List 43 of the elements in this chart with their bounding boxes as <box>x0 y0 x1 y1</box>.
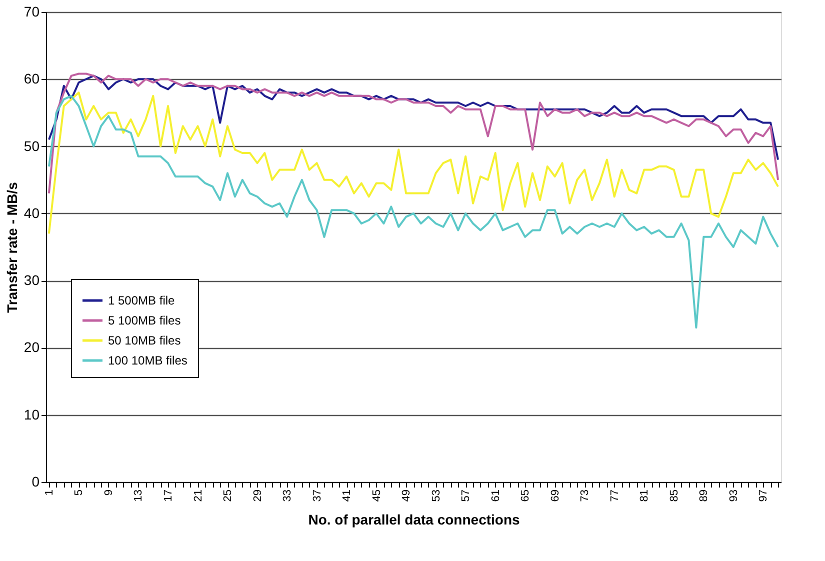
legend-label: 50 10MB files <box>108 334 181 348</box>
y-tick-label: 40 <box>24 204 40 221</box>
legend-label: 1 500MB file <box>108 294 176 308</box>
x-tick-label: 97 <box>758 490 770 502</box>
x-tick-label: 1 <box>43 490 56 496</box>
x-tick-label: 53 <box>430 490 442 502</box>
x-tick-label: 89 <box>698 490 710 502</box>
x-tick-label: 85 <box>668 490 680 502</box>
x-tick-label: 73 <box>579 490 592 502</box>
y-tick-label: 0 <box>32 474 40 490</box>
x-tick-label: 37 <box>311 490 324 502</box>
x-tick-label: 13 <box>132 490 145 502</box>
y-tick-label: 20 <box>24 339 40 356</box>
line-series <box>48 74 780 161</box>
y-tick-label: 60 <box>24 70 40 87</box>
x-tick-label: 93 <box>728 490 740 502</box>
x-tick-label: 25 <box>222 490 234 502</box>
x-tick-label: 17 <box>162 490 175 502</box>
x-tick-label: 41 <box>341 490 354 502</box>
y-tick-label: 70 <box>24 4 40 20</box>
x-tick-label: 9 <box>102 490 115 496</box>
legend-label: 5 100MB files <box>108 314 181 328</box>
x-tick-label: 69 <box>549 490 562 502</box>
x-tick-label: 57 <box>460 490 472 502</box>
y-tick-label: 10 <box>24 406 40 422</box>
x-tick-label: 65 <box>520 490 532 502</box>
line-series <box>48 94 780 329</box>
x-tick-label: 61 <box>490 490 502 502</box>
y-tick-label: 50 <box>24 138 40 154</box>
x-axis-title: No. of parallel data connections <box>308 512 520 528</box>
x-tick-label: 49 <box>400 490 413 502</box>
x-tick-label: 21 <box>192 490 204 502</box>
x-tick-label: 77 <box>608 490 621 502</box>
y-axis-title: Transfer rate - MB/s <box>4 182 20 313</box>
x-tick-label: 33 <box>282 490 294 502</box>
legend-label: 100 10MB files <box>108 354 188 368</box>
line-series <box>48 92 780 235</box>
x-tick-label: 45 <box>370 490 383 502</box>
line-series <box>48 72 780 194</box>
x-tick-label: 5 <box>73 490 86 496</box>
x-tick-label: 29 <box>252 490 264 502</box>
x-tick-label: 81 <box>638 490 651 502</box>
y-tick-label: 30 <box>24 272 40 288</box>
